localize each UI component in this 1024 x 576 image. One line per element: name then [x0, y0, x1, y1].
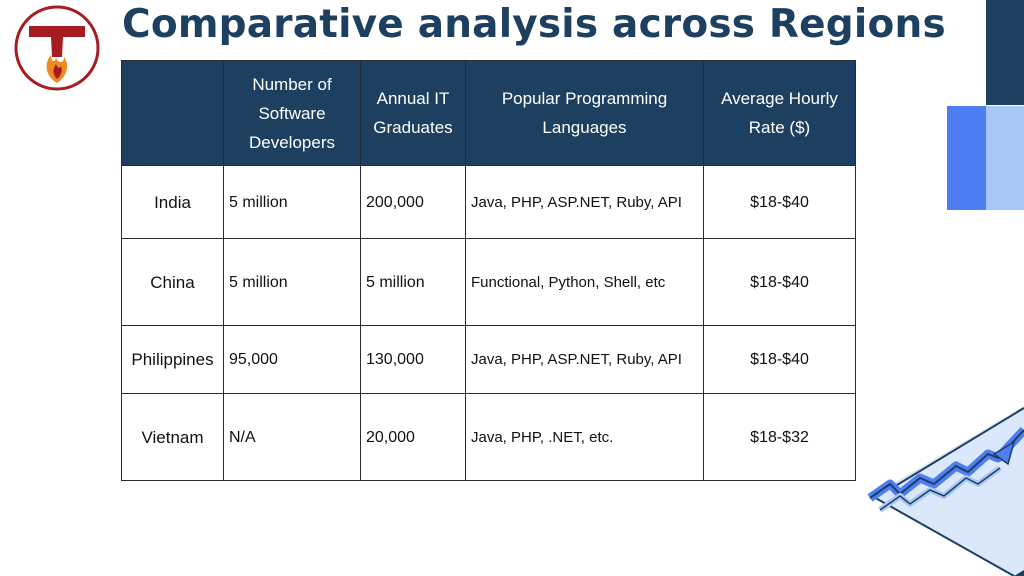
cell-developers: 5 million — [223, 238, 361, 326]
cell-hourly-rate: $18-$32 — [703, 393, 856, 481]
page-title: Comparative analysis across Regions — [122, 2, 946, 47]
header-developers: Number of Software Developers — [223, 60, 361, 166]
decorative-blue-block — [947, 106, 986, 210]
table-row: Vietnam N/A 20,000 Java, PHP, .NET, etc.… — [121, 393, 856, 481]
comparison-table: Number of Software Developers Annual IT … — [121, 60, 856, 481]
cell-region: China — [121, 238, 224, 326]
cell-languages: Functional, Python, Shell, etc — [465, 238, 704, 326]
decorative-navy-bar — [986, 0, 1024, 105]
cell-hourly-rate: $18-$40 — [703, 325, 856, 394]
table-row: India 5 million 200,000 Java, PHP, ASP.N… — [121, 165, 856, 239]
header-languages: Popular Programming Languages — [465, 60, 704, 166]
rising-arrow-chart-icon — [867, 406, 1024, 576]
cell-graduates: 20,000 — [360, 393, 466, 481]
cell-region: Philippines — [121, 325, 224, 394]
cell-graduates: 130,000 — [360, 325, 466, 394]
header-graduates: Annual IT Graduates — [360, 60, 466, 166]
cell-hourly-rate: $18-$40 — [703, 238, 856, 326]
table-row: Philippines 95,000 130,000 Java, PHP, AS… — [121, 325, 856, 394]
header-region — [121, 60, 224, 166]
cell-developers: 95,000 — [223, 325, 361, 394]
cell-hourly-rate: $18-$40 — [703, 165, 856, 239]
cell-developers: N/A — [223, 393, 361, 481]
cell-graduates: 200,000 — [360, 165, 466, 239]
cell-languages: Java, PHP, ASP.NET, Ruby, API — [465, 165, 704, 239]
cell-region: Vietnam — [121, 393, 224, 481]
cell-developers: 5 million — [223, 165, 361, 239]
header-hourly-rate: Average Hourly Rate ($) — [703, 60, 856, 166]
cell-region: India — [121, 165, 224, 239]
decorative-light-blue-block — [986, 106, 1024, 210]
cell-languages: Java, PHP, .NET, etc. — [465, 393, 704, 481]
table-header-row: Number of Software Developers Annual IT … — [121, 60, 856, 166]
t-flame-logo-icon — [14, 5, 100, 91]
table-row: China 5 million 5 million Functional, Py… — [121, 238, 856, 326]
cell-languages: Java, PHP, ASP.NET, Ruby, API — [465, 325, 704, 394]
cell-graduates: 5 million — [360, 238, 466, 326]
